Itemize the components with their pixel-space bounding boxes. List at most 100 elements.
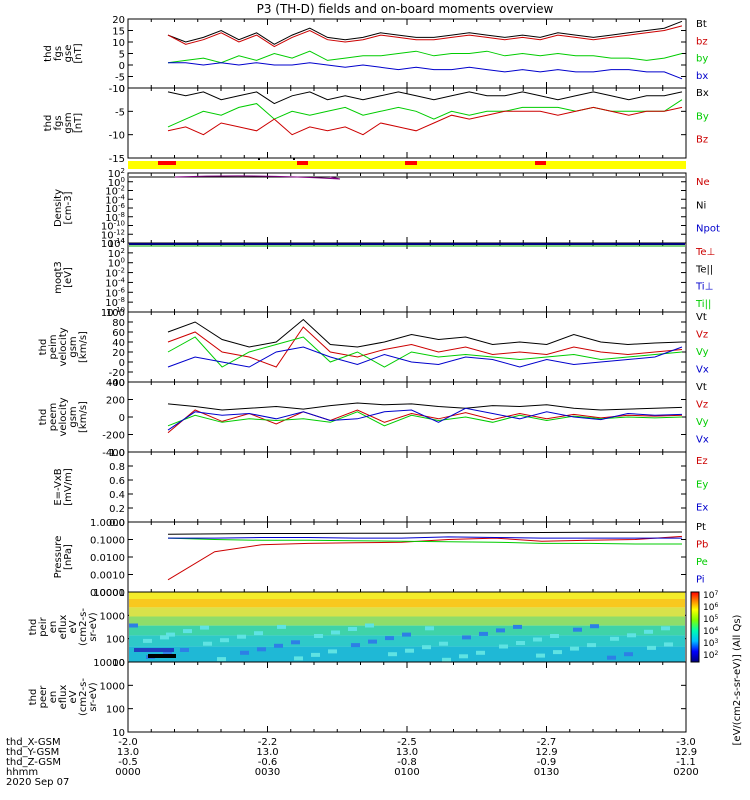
heatmap-cell	[459, 654, 468, 659]
panel-frame	[127, 451, 687, 523]
y-tick-label: 0	[119, 413, 125, 424]
heatmap-cell	[647, 645, 656, 650]
y-axis-label: [nPa]	[63, 544, 74, 570]
y-tick-label: 0.0100	[90, 553, 125, 564]
orbit-value: -0.9	[537, 757, 557, 768]
orbit-row-label: thd_Y-GSM	[6, 747, 59, 758]
heatmap-cell	[183, 629, 192, 634]
series-line-vt	[167, 402, 683, 411]
series-line-vz	[167, 326, 683, 368]
colorbar-tick-label: 105	[703, 614, 718, 625]
y-tick-label: 10000	[93, 588, 125, 599]
y-tick-label: -10	[109, 84, 125, 95]
y-tick-label: 0	[119, 358, 125, 369]
y-tick-label: 200	[106, 396, 125, 407]
y-tick-label: 10	[112, 658, 125, 669]
heatmap-cell	[479, 631, 488, 636]
y-axis-label: gsm	[68, 406, 79, 427]
legend-entry: Bt	[696, 19, 707, 30]
heatmap-cell	[388, 652, 397, 657]
heatmap-cell	[277, 624, 286, 629]
orbit-value: -1.1	[676, 757, 696, 768]
y-axis-label: eV	[68, 620, 79, 633]
orbit-value: 0030	[255, 767, 280, 778]
heatmap-cell	[587, 643, 596, 648]
y-axis-label: peir	[38, 616, 49, 636]
y-axis-label: sr-eV)	[88, 612, 99, 641]
orbit-row-label: hhmm	[6, 767, 38, 778]
legend-entry: Ti⊥	[695, 282, 713, 293]
orbit-value: -2.5	[397, 737, 417, 748]
heatmap-cell	[368, 639, 377, 644]
y-axis-label: E=-VxB	[53, 468, 64, 505]
heatmap-cell	[664, 642, 673, 647]
heatmap-cell	[134, 648, 174, 652]
heatmap-cell	[240, 650, 249, 655]
heatmap-cell	[129, 623, 138, 628]
legend-entry: Vz	[696, 330, 708, 341]
heatmap-band	[129, 646, 685, 662]
series-line-pe	[167, 537, 682, 545]
y-axis-label: moqt3	[53, 261, 64, 294]
heatmap-cell	[644, 629, 653, 634]
heatmap-cell	[163, 651, 172, 656]
series-line-vt	[167, 318, 683, 348]
y-axis-label: (cm2-s-	[78, 608, 89, 646]
colorbar-tick-label: 104	[703, 626, 718, 637]
heatmap-cell	[439, 641, 448, 646]
y-axis-label: [mV/m]	[63, 468, 74, 506]
y-tick-label: 80	[112, 318, 125, 329]
mode-bar	[128, 158, 686, 169]
heatmap-cell	[314, 634, 323, 638]
y-axis-label: [km/s]	[78, 331, 89, 363]
heatmap-band	[129, 607, 685, 617]
heatmap-cell	[627, 633, 636, 638]
heatmap-cell	[550, 634, 559, 638]
mode-bar-segment	[158, 161, 176, 165]
orbit-value: -3.0	[676, 737, 696, 748]
orbit-value: 0200	[673, 767, 698, 778]
legend-entry: bx	[696, 71, 708, 82]
panel-fgs-gsm: 0 -5 -10 -15 thd fgs gsm [nT] Bx By Bz	[43, 84, 709, 165]
y-axis-label: peim	[48, 334, 59, 359]
series-line-pb	[167, 535, 683, 581]
y-axis-label: eflux	[58, 685, 69, 710]
y-axis-label: eflux	[58, 615, 69, 640]
colorbar-gradient	[690, 591, 700, 663]
y-tick-label: -200	[102, 431, 125, 442]
heatmap-cell	[385, 636, 394, 641]
heatmap-cell	[331, 630, 340, 635]
mode-bar-marker	[293, 158, 295, 160]
y-tick-label: 1.0000	[90, 518, 125, 529]
heatmap-cell	[166, 632, 175, 637]
y-tick-label: 10000	[93, 658, 125, 669]
heatmap-cell	[590, 624, 599, 629]
series-line-bx	[167, 91, 683, 105]
legend-entry: Vy	[696, 417, 709, 428]
panel-frame	[127, 242, 687, 313]
series-line-bx	[168, 62, 683, 80]
y-axis-label: thd	[38, 339, 49, 356]
heatmap-cell	[294, 656, 303, 661]
y-axis-label: sr-eV)	[88, 682, 99, 711]
heatmap-cell	[553, 650, 562, 655]
y-tick-label: 0.1000	[90, 536, 125, 547]
series-line-vx	[167, 346, 683, 368]
heatmap-cell	[499, 644, 508, 649]
heatmap-cell	[425, 626, 434, 631]
series-line-bz	[167, 25, 683, 48]
legend-entry: Npot	[696, 224, 720, 235]
panel-frame	[127, 172, 687, 244]
y-axis-label: peem	[48, 403, 59, 431]
colorbar-tick-label: 107	[703, 590, 718, 601]
legend-entry: Pb	[696, 540, 708, 551]
panel-frame	[127, 87, 687, 159]
y-tick-label: 0.0010	[90, 571, 125, 582]
y-tick-label: 100	[106, 635, 125, 646]
colorbar-label: [eV/(cm2-s-sr-eV)] (All Qs)	[732, 614, 743, 745]
mode-bar-marker	[258, 158, 260, 160]
orbit-value: -2.2	[258, 737, 278, 748]
chart-title: P3 (TH-D) fields and on-board moments ov…	[257, 2, 554, 16]
y-axis-label: en	[48, 691, 59, 704]
